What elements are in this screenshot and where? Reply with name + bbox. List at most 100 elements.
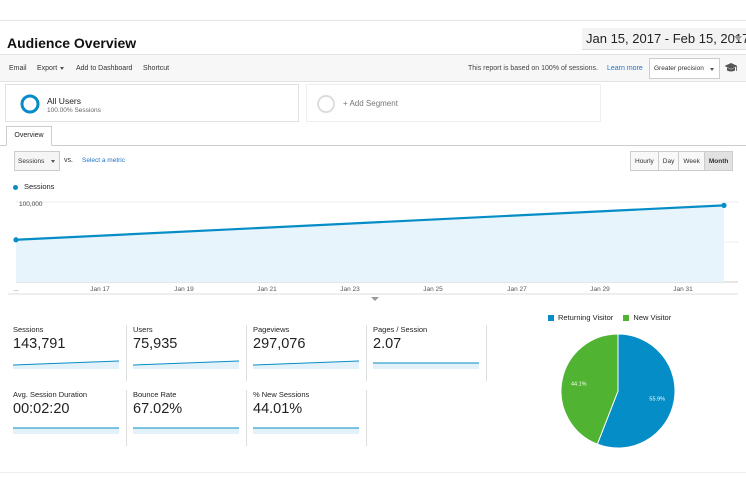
scorecard-users[interactable]: Users 75,935 [133,325,241,387]
sampling-note: This report is based on 100% of sessions… [468,65,598,72]
legend-new-visitor: New Visitor [633,313,672,322]
scorecard-label: Pageviews [253,325,290,334]
pie-slice-new-visitor[interactable] [560,333,619,445]
chevron-down-icon [60,66,65,70]
add-segment-card[interactable]: + Add Segment [306,84,601,122]
x-tick-label: Jan 17 [90,286,110,293]
chevron-down-icon [710,68,714,71]
scorecard-new-sessions[interactable]: % New Sessions 44.01% [253,390,361,452]
learn-more-link[interactable]: Learn more [607,65,643,72]
scorecard-sparkline [13,427,119,434]
segment-name: All Users [47,96,82,106]
export-button[interactable]: Export [37,65,65,72]
email-button[interactable]: Email [9,65,27,72]
visitor-pie-chart: 55.9% 44.1% [560,333,676,449]
granularity-week[interactable]: Week [679,152,705,170]
scorecard-label: % New Sessions [253,390,310,399]
scorecard-pages-per-session[interactable]: Pages / Session 2.07 [373,325,481,387]
scorecard-sparkline [133,427,239,434]
legend-swatch-returning [548,315,554,322]
x-tick-label: ... [13,286,19,293]
scorecard-divider [366,325,367,381]
data-point[interactable] [13,237,19,243]
scorecard-divider [366,390,367,446]
x-tick-label: Jan 29 [590,286,610,293]
pie-slice-label: 44.1% [571,382,587,388]
scorecard-value: 2.07 [373,336,402,352]
metric-select-label: Sessions [18,158,45,165]
scorecard-value: 44.01% [253,401,303,417]
legend-series-name: Sessions [24,182,55,191]
scorecard-sparkline [253,360,359,369]
segment-ring-icon [20,94,40,114]
vs-label: vs. [64,157,73,164]
chevron-down-icon [734,36,742,41]
scorecard-value: 00:02:20 [13,401,70,417]
scorecard-bounce-rate[interactable]: Bounce Rate 67.02% [133,390,241,452]
granularity-day[interactable]: Day [659,152,680,170]
scorecard-sessions[interactable]: Sessions 143,791 [13,325,121,387]
top-divider [0,20,746,21]
scorecard-divider [246,325,247,381]
x-tick-label: Jan 19 [174,286,194,293]
pie-slice-label: 55.9% [649,396,665,402]
metric-select[interactable]: Sessions [14,151,60,171]
pie-slice-returning-visitor[interactable] [596,333,676,449]
x-tick-label: Jan 27 [507,286,527,293]
scorecard-sparkline [253,427,359,434]
scorecard-sparkline [133,360,239,369]
scorecard-pageviews[interactable]: Pageviews 297,076 [253,325,361,387]
date-range-picker[interactable]: Jan 15, 2017 - Feb 15, 2017 [582,28,746,50]
scorecard-label: Avg. Session Duration [13,390,88,399]
x-tick-label: Jan 23 [340,286,360,293]
legend-swatch [13,184,18,190]
sessions-line [15,204,725,241]
x-tick-label: Jan 21 [257,286,277,293]
sessions-area [16,205,724,282]
shortcut-button[interactable]: Shortcut [143,65,170,72]
segment-detail: 100.00% Sessions [47,107,101,114]
add-segment-ring-icon [317,95,335,113]
tab-overview[interactable]: Overview [6,126,52,146]
granularity-hourly[interactable]: Hourly [631,152,659,170]
precision-label: Greater precision [654,65,704,72]
scorecard-divider [486,325,487,381]
chart-collapse-handle-icon[interactable] [371,297,379,301]
precision-select[interactable]: Greater precision [649,58,720,79]
tab-divider [0,145,746,146]
date-range-label: Jan 15, 2017 - Feb 15, 2017 [586,31,746,46]
add-segment-label: + Add Segment [343,99,398,108]
scorecard-value: 143,791 [13,336,66,352]
scorecard-avg-session-duration[interactable]: Avg. Session Duration 00:02:20 [13,390,121,452]
scorecard-sparkline [373,362,479,369]
chevron-down-icon [51,160,55,163]
scorecard-value: 67.02% [133,401,183,417]
add-to-dashboard-button[interactable]: Add to Dashboard [76,65,133,72]
scorecard-value: 75,935 [133,336,178,352]
scorecard-label: Pages / Session [373,325,428,334]
scorecard-label: Sessions [13,325,44,334]
chart-legend: Sessions [13,182,54,191]
granularity-month[interactable]: Month [704,152,733,170]
select-metric-link[interactable]: Select a metric [82,157,125,164]
page-title: Audience Overview [7,35,137,51]
scorecard-divider [126,390,127,446]
scorecard-label: Bounce Rate [133,390,177,399]
scorecard-divider [126,325,127,381]
scorecard-value: 297,076 [253,336,306,352]
scorecard-sparkline [13,360,119,369]
bottom-divider [0,472,746,473]
x-tick-label: Jan 25 [423,286,443,293]
scorecard-label: Users [133,325,153,334]
granularity-toggle: Hourly Day Week Month [630,151,734,171]
graduation-cap-icon[interactable] [724,62,738,74]
legend-returning-visitor: Returning Visitor [558,313,614,322]
segment-all-users[interactable]: All Users 100.00% Sessions [5,84,299,122]
legend-swatch-new [623,315,630,322]
export-label: Export [37,65,58,72]
report-toolbar: Email Export Add to Dashboard Shortcut T… [0,54,746,82]
data-point[interactable] [721,202,727,208]
y-tick-label: 100,000 [19,201,43,208]
pie-legend: Returning Visitor New Visitor [548,313,671,322]
